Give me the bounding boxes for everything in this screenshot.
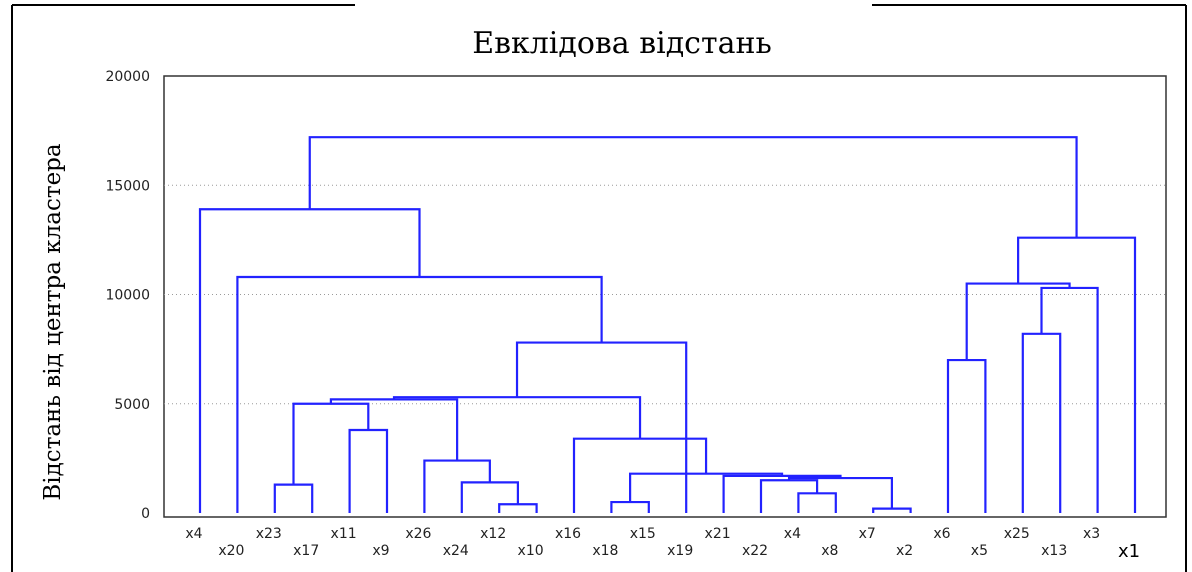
leaf-label: x3: [1083, 526, 1100, 542]
leaf-label: x8: [821, 543, 838, 559]
figure-frame: [11, 4, 1187, 572]
leaf-label: x18: [592, 543, 618, 559]
chart-title: Евклідова відстань: [472, 26, 772, 61]
leaf-label: x12: [480, 526, 506, 542]
leaf-label: x13: [1041, 543, 1067, 559]
leaf-label: x24: [443, 543, 469, 559]
leaf-label: x22: [742, 543, 768, 559]
y-tick-label: 5000: [114, 397, 150, 413]
y-tick-label: 15000: [105, 178, 150, 194]
y-tick-labels: 0 5000 10000 15000 20000: [105, 69, 150, 522]
dendrogram-links: [198, 136, 1137, 513]
leaf-label: x25: [1004, 526, 1030, 542]
leaf-label: x23: [256, 526, 282, 542]
leaf-label: x5: [971, 543, 988, 559]
leaf-label: x16: [555, 526, 581, 542]
y-axis-label: Відстань від центра кластера: [40, 143, 66, 501]
leaf-label: x26: [405, 526, 431, 542]
leaf-label: x7: [859, 526, 876, 542]
leaf-label: x20: [218, 543, 244, 559]
plot-area: [163, 75, 1167, 518]
gridlines: [164, 184, 1166, 405]
leaf-label: x15: [630, 526, 656, 542]
leaf-labels: x4 x20 x23 x17 x11 x9 x26 x24 x12 x10 x16 x18 x15 x19…: [185, 526, 1140, 562]
leaf-label: x2: [896, 543, 913, 559]
y-tick-label: 20000: [105, 69, 150, 85]
y-tick-label: 10000: [105, 288, 150, 304]
leaf-label: x4: [185, 526, 202, 542]
y-tick-label: 0: [141, 506, 150, 522]
leaf-label: x10: [518, 543, 544, 559]
leaf-label: x11: [331, 526, 357, 542]
leaf-label: x4: [784, 526, 801, 542]
leaf-label: x6: [933, 526, 950, 542]
leaf-label: x17: [293, 543, 319, 559]
dendrogram-link-m25: [308, 136, 1078, 238]
leaf-label: x1: [1118, 541, 1140, 562]
leaf-label: x19: [667, 543, 693, 559]
leaf-label: x9: [372, 543, 389, 559]
leaf-label: x21: [705, 526, 731, 542]
